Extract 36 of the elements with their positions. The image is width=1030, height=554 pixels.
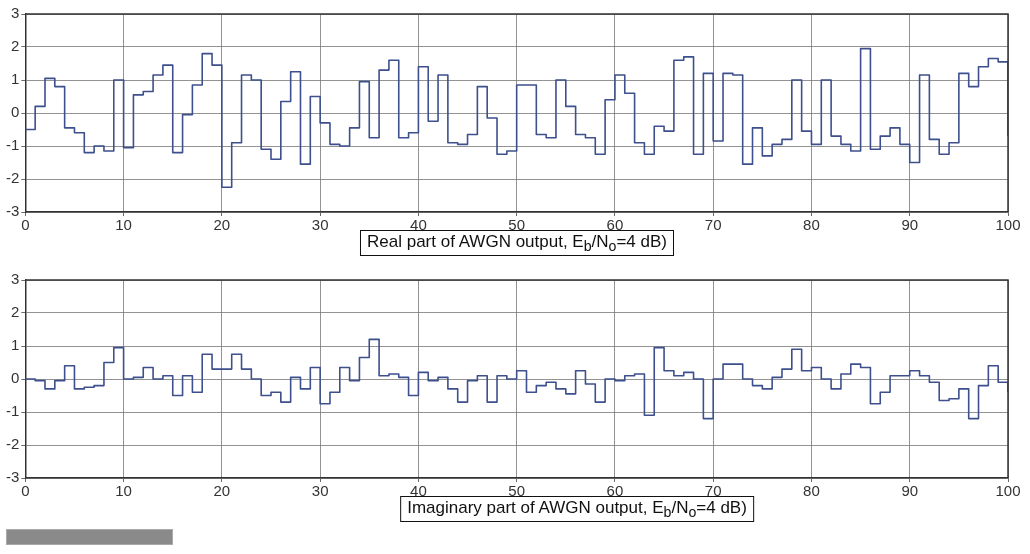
x-tick-label: 50 — [508, 216, 526, 234]
x-tick-label: 90 — [901, 216, 919, 234]
y-tick-label: -1 — [5, 402, 20, 420]
x-tick-label: 100 — [995, 216, 1021, 234]
x-tick-label: 10 — [115, 482, 132, 500]
x-axis-title: Real part of AWGN output, E$_{b}$/N$_{o}$=4 dB) — [366, 232, 668, 255]
x-tick-label: 20 — [213, 216, 231, 234]
y-tick-label: -1 — [5, 136, 20, 154]
y-tick-label: 3 — [10, 4, 20, 22]
x-tick-label: 100 — [995, 482, 1021, 500]
x-tick-label: 50 — [508, 482, 526, 500]
y-tick-label: 0 — [10, 103, 20, 121]
x-axis-title: Imaginary part of AWGN output, E$_{b}$/N$_{o}$=4 dB) — [407, 498, 747, 521]
y-tick-label: 2 — [10, 37, 20, 55]
x-tick-label: 70 — [704, 216, 722, 234]
y-tick-label: 1 — [10, 70, 20, 88]
x-tick-label: 40 — [410, 216, 427, 234]
y-tick-label: 1 — [10, 336, 20, 354]
y-tick-label: 0 — [10, 369, 20, 387]
x-tick-label: 60 — [606, 482, 624, 500]
x-tick-label: 80 — [803, 482, 820, 500]
y-tick-label: 2 — [10, 303, 20, 321]
x-tick-label: 80 — [803, 216, 820, 234]
x-tick-label: 30 — [311, 482, 329, 500]
x-tick-label: 30 — [311, 216, 329, 234]
y-tick-label: -3 — [5, 468, 20, 486]
y-tick-label: -2 — [5, 435, 20, 453]
x-tick-label: 10 — [115, 216, 132, 234]
x-tick-label: 90 — [901, 482, 919, 500]
x-tick-label: 20 — [213, 482, 231, 500]
y-tick-label: -2 — [5, 169, 20, 187]
x-tick-label: 70 — [704, 482, 722, 500]
x-tick-label: 60 — [606, 216, 624, 234]
y-tick-label: 3 — [10, 270, 20, 288]
y-tick-label: -3 — [5, 202, 20, 220]
x-tick-label: 40 — [410, 482, 427, 500]
